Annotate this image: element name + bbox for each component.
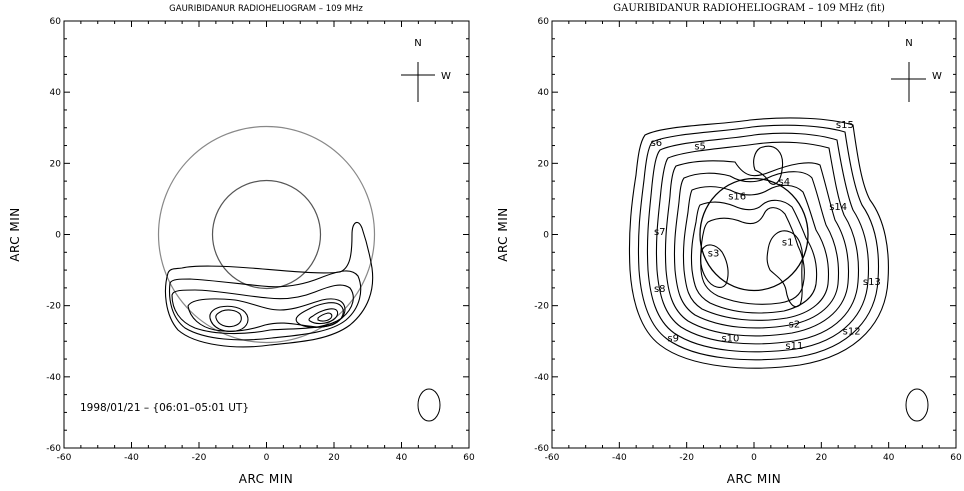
right-x-tick-label: 60: [950, 453, 962, 463]
right-x-axis-label: ARC MIN: [727, 472, 782, 486]
left-y-tick-label: -20: [46, 302, 61, 312]
left-y-tick-label: -40: [46, 373, 61, 383]
left-x-tick-label: 60: [463, 453, 475, 463]
right-contour-12: [700, 244, 729, 288]
left-chart-title: GAURIBIDANUR RADIOHELIOGRAM – 109 MHz: [169, 4, 363, 14]
right-source-labels: s1 s2 s3 s4 s5 s6 s7 s8 s9 s10 s11 s12 s13 s14 s15 s16: [651, 120, 881, 352]
source-label-s3: s3: [708, 248, 720, 259]
right-optical-disk-circle: [699, 177, 809, 292]
left-date-annotation: 1998/01/21 – {06:01–05:01 UT}: [80, 402, 249, 414]
right-plot-frame: [551, 20, 957, 449]
right-x-tick-label: -20: [679, 453, 694, 463]
source-label-s10: s10: [721, 334, 739, 345]
left-north-label: N: [414, 38, 421, 49]
source-label-s9: s9: [667, 334, 679, 345]
source-label-s6: s6: [651, 138, 663, 149]
source-label-s11: s11: [785, 341, 803, 352]
right-x-tick-label: 0: [751, 453, 757, 463]
right-y-tick-label: -20: [534, 302, 549, 312]
right-y-tick-label: 20: [538, 159, 550, 169]
left-x-tick-label: -20: [192, 453, 207, 463]
right-contour-4: [655, 141, 859, 345]
left-contour-7: [295, 302, 344, 328]
source-label-s12: s12: [843, 327, 861, 338]
right-contour-8: [690, 199, 818, 314]
left-compass: N W: [401, 38, 451, 102]
left-axis-ticks: -60 -40 -20 0 20 40 60 -60 -40 -20 0 20 40 60: [46, 17, 475, 463]
right-x-tick-label: -40: [612, 453, 627, 463]
right-contour-11: [766, 230, 804, 308]
left-contour-5: [209, 305, 249, 332]
right-contour-7: [682, 184, 830, 321]
left-y-tick-label: 20: [50, 159, 62, 169]
source-label-s16: s16: [728, 191, 746, 202]
left-contour-2: [168, 270, 362, 341]
left-contours: [164, 221, 374, 348]
right-compass: N W: [891, 38, 942, 102]
left-x-axis-label: ARC MIN: [239, 472, 294, 486]
source-label-s4: s4: [779, 177, 791, 188]
right-north-label: N: [905, 38, 912, 49]
left-west-label: W: [441, 71, 451, 82]
right-y-axis-label: ARC MIN: [496, 207, 510, 262]
right-x-tick-label: 40: [883, 453, 895, 463]
right-x-tick-label: 20: [816, 453, 828, 463]
source-label-s14: s14: [829, 202, 847, 213]
right-west-label: W: [932, 71, 942, 82]
right-x-tick-label: -60: [545, 453, 560, 463]
left-contour-9: [317, 312, 333, 322]
source-label-s13: s13: [863, 277, 881, 288]
left-y-tick-label: 0: [55, 231, 61, 241]
right-y-tick-label: 40: [538, 88, 550, 98]
left-y-axis-label: ARC MIN: [8, 207, 22, 262]
left-x-tick-label: -40: [124, 453, 139, 463]
left-plot-frame: [63, 20, 470, 449]
left-y-tick-label: 60: [50, 17, 62, 27]
right-y-tick-label: -60: [534, 444, 549, 454]
left-x-tick-label: 40: [396, 453, 408, 463]
left-contour-1: [164, 221, 374, 348]
right-beam-ellipse: [905, 388, 929, 422]
right-y-tick-label: -40: [534, 373, 549, 383]
right-panel: GAURIBIDANUR RADIOHELIOGRAM – 109 MHz (f…: [496, 3, 962, 486]
source-label-s2: s2: [789, 319, 801, 330]
left-contour-8: [308, 308, 339, 325]
source-label-s7: s7: [654, 227, 666, 238]
right-axis-ticks: -60 -40 -20 0 20 40 60 -60 -40 -20 0 20 40 60: [534, 17, 962, 463]
right-contour-1: [628, 117, 889, 369]
right-contour-5: [664, 160, 849, 337]
left-outer-disk-circle: [157, 125, 376, 344]
right-contour-2: [637, 124, 879, 361]
right-y-tick-label: 0: [543, 231, 549, 241]
source-label-s1: s1: [782, 238, 794, 249]
left-y-tick-label: -60: [46, 444, 61, 454]
left-contour-3: [171, 284, 354, 335]
source-label-s5: s5: [694, 142, 706, 153]
right-y-tick-label: 60: [538, 17, 550, 27]
left-panel: GAURIBIDANUR RADIOHELIOGRAM – 109 MHz -6…: [8, 4, 475, 486]
left-x-tick-label: 20: [328, 453, 340, 463]
left-beam-ellipse: [417, 388, 441, 422]
source-label-s8: s8: [654, 284, 666, 295]
source-label-s15: s15: [836, 120, 854, 131]
left-optical-disk-circle: [211, 179, 322, 290]
left-contour-6: [215, 309, 242, 328]
right-chart-title: GAURIBIDANUR RADIOHELIOGRAM – 109 MHz (f…: [613, 3, 885, 14]
left-y-tick-label: 40: [50, 88, 62, 98]
right-contour-3: [646, 132, 869, 353]
left-x-tick-label: 0: [264, 453, 270, 463]
left-x-tick-label: -60: [57, 453, 72, 463]
